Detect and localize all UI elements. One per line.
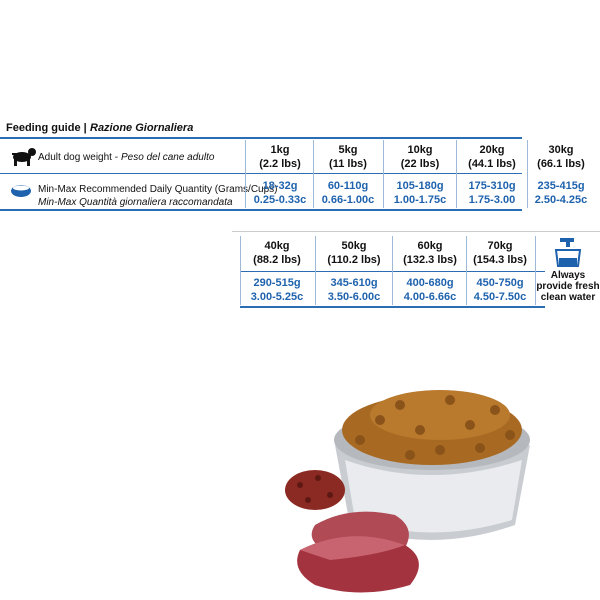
- grams: 105-180g: [396, 180, 444, 192]
- food-illustration: [285, 390, 530, 593]
- rule: [383, 140, 384, 208]
- weight-kg: 1kg: [270, 144, 290, 156]
- weight-kg: 40kg: [264, 240, 290, 252]
- cups: 0.25-0.33c: [253, 194, 307, 206]
- bowl-icon: [11, 185, 31, 197]
- rule: [0, 137, 522, 139]
- grams: 400-680g: [406, 277, 454, 289]
- quantity-label-italian: Min-Max Quantità giornaliera raccomandat…: [38, 197, 233, 208]
- cups: 4.50-7.50c: [473, 291, 527, 303]
- grams: 345-610g: [330, 277, 378, 289]
- rule: [535, 236, 536, 305]
- rule: [456, 140, 457, 208]
- cups: 0.66-1.00c: [321, 194, 375, 206]
- water-icon: [554, 238, 582, 267]
- cups: 3.50-6.00c: [327, 291, 381, 303]
- grams: 60-110g: [327, 180, 369, 192]
- weight-kg: 60kg: [417, 240, 443, 252]
- weight-label-italian: Peso del cane adulto: [121, 152, 215, 163]
- weight-lbs: (132.3 lbs): [403, 254, 457, 266]
- cups: 1.75-3.00: [468, 194, 516, 206]
- weight-label: Adult dog weight -: [38, 152, 119, 163]
- weight-kg: 20kg: [479, 144, 505, 156]
- weight-lbs: (154.3 lbs): [473, 254, 527, 266]
- rule: [315, 236, 316, 305]
- rule: [466, 236, 467, 305]
- weight-kg: 5kg: [338, 144, 358, 156]
- rule: [240, 306, 545, 308]
- water-note: provide fresh: [536, 281, 600, 292]
- rule: [0, 173, 522, 174]
- water-note: Always: [550, 270, 586, 281]
- rule: [313, 140, 314, 208]
- grams: 235-415g: [537, 180, 585, 192]
- rule: [392, 236, 393, 305]
- cups: 3.00-5.25c: [250, 291, 304, 303]
- weight-lbs: (88.2 lbs): [253, 254, 301, 266]
- dog-icon: [12, 148, 36, 166]
- weight-kg: 70kg: [487, 240, 513, 252]
- weight-kg: 50kg: [341, 240, 367, 252]
- grams: 175-310g: [468, 180, 516, 192]
- cups: 2.50-4.25c: [534, 194, 588, 206]
- grams: 18-32g: [262, 180, 298, 192]
- water-note: clean water: [540, 292, 596, 303]
- weight-lbs: (44.1 lbs): [468, 158, 516, 170]
- rule: [527, 140, 528, 208]
- cups: 4.00-6.66c: [403, 291, 457, 303]
- weight-lbs: (2.2 lbs): [259, 158, 301, 170]
- weight-lbs: (66.1 lbs): [537, 158, 585, 170]
- title: Feeding guide |: [6, 122, 87, 134]
- rule: [232, 231, 600, 232]
- cups: 1.00-1.75c: [393, 194, 447, 206]
- weight-kg: 30kg: [548, 144, 574, 156]
- grams: 290-515g: [253, 277, 301, 289]
- weight-kg: 10kg: [407, 144, 433, 156]
- grams: 450-750g: [476, 277, 524, 289]
- weight-lbs: (11 lbs): [329, 158, 367, 170]
- weight-lbs: (22 lbs): [400, 158, 440, 170]
- quantity-label: Min-Max Recommended Daily Quantity (Gram…: [38, 184, 278, 195]
- rule: [240, 236, 241, 305]
- title-italian: Razione Giornaliera: [90, 122, 194, 134]
- rule: [245, 140, 246, 208]
- rule: [0, 209, 522, 211]
- weight-lbs: (110.2 lbs): [327, 254, 381, 266]
